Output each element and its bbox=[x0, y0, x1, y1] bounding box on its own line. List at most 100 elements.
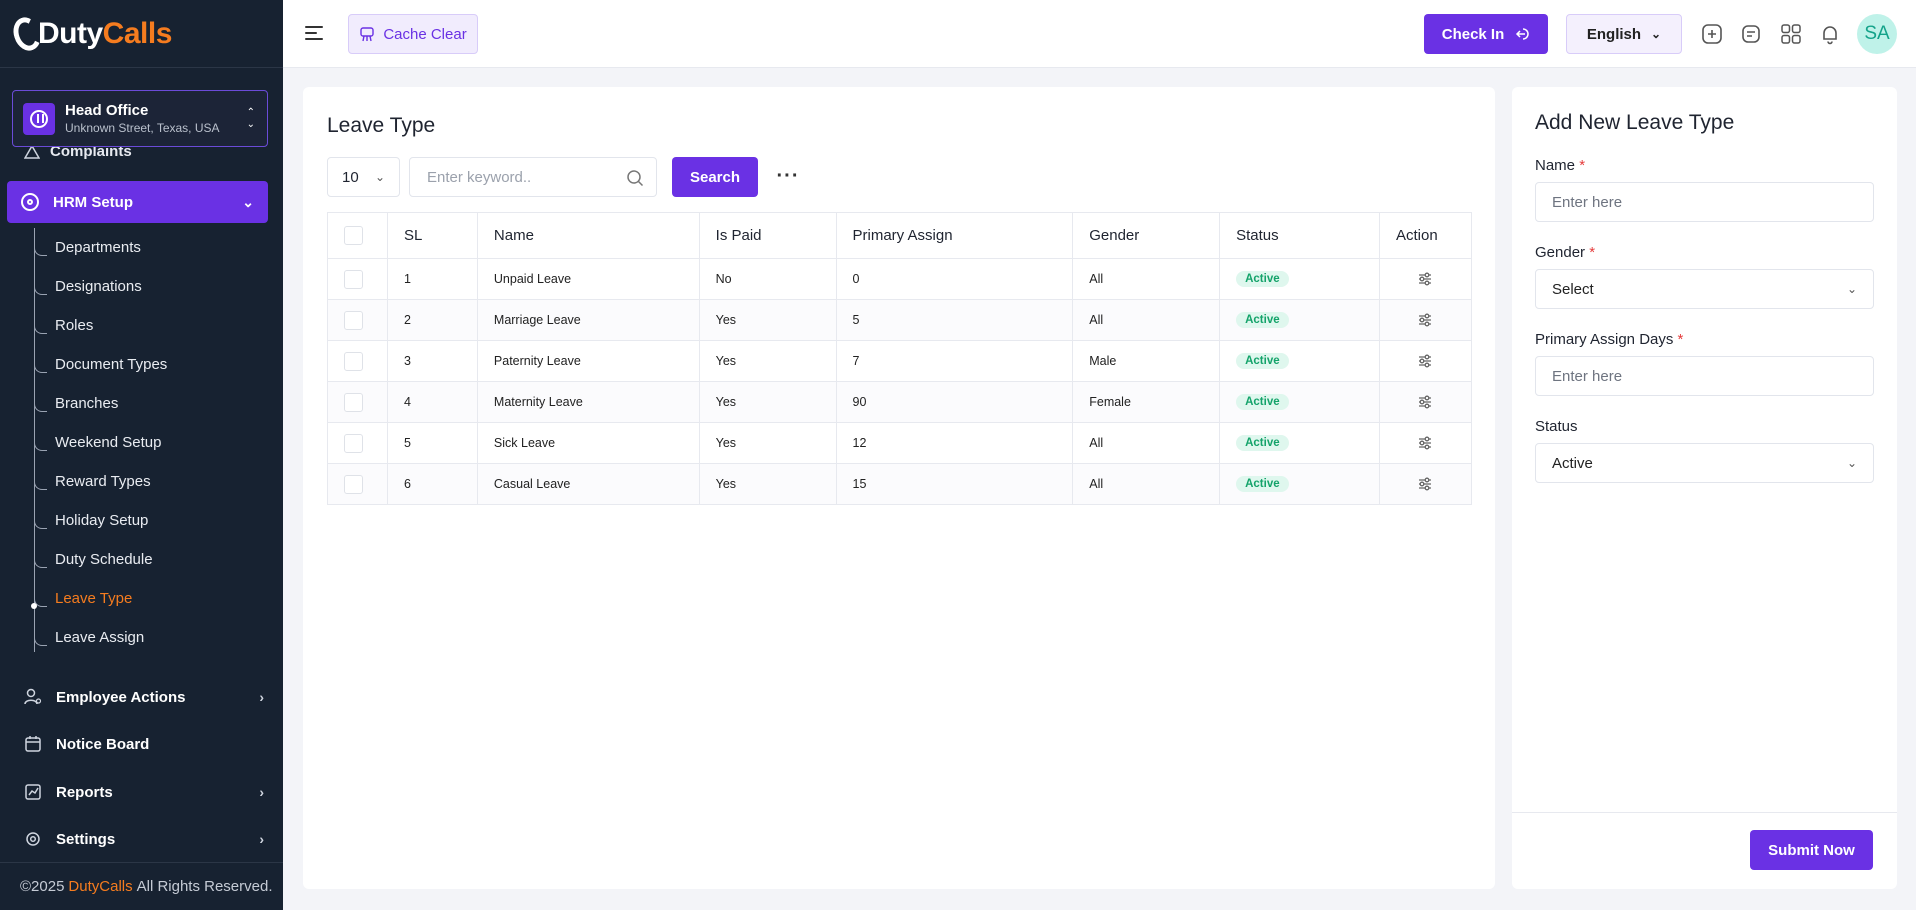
cell-is-paid: Yes bbox=[698, 381, 837, 423]
sidebar-item-reports[interactable]: Reports › bbox=[24, 777, 264, 807]
branch-title: Head Office bbox=[65, 101, 149, 119]
cell-name: Maternity Leave bbox=[476, 381, 700, 423]
table-row: 2 Marriage Leave Yes 5 All Active bbox=[327, 299, 1473, 341]
cell-gender: All bbox=[1072, 463, 1221, 505]
sidebar-item-label: Notice Board bbox=[56, 735, 150, 753]
submenu-item-leave-assign[interactable]: Leave Assign bbox=[34, 618, 274, 657]
submenu-item-document-types[interactable]: Document Types bbox=[34, 345, 274, 384]
check-in-button[interactable]: Check In bbox=[1424, 14, 1548, 54]
sidebar-item-notice-board[interactable]: Notice Board bbox=[24, 729, 264, 759]
row-actions-icon[interactable] bbox=[1396, 394, 1455, 410]
form-title: Add New Leave Type bbox=[1535, 111, 1735, 134]
submenu-item-branches[interactable]: Branches bbox=[34, 384, 274, 423]
cell-primary-assign: 15 bbox=[835, 463, 1074, 505]
gender-label: Gender * bbox=[1535, 244, 1596, 261]
row-checkbox[interactable] bbox=[344, 351, 363, 371]
row-actions-icon[interactable] bbox=[1396, 271, 1455, 287]
select-all-cell bbox=[327, 212, 388, 259]
logo-text-duty: Duty bbox=[38, 16, 103, 50]
name-label: Name * bbox=[1535, 157, 1586, 174]
broom-icon bbox=[360, 27, 375, 42]
cell-is-paid: Yes bbox=[698, 340, 837, 382]
topbar: Cache Clear Check In English ⌄ SA bbox=[283, 0, 1916, 68]
cell-gender: All bbox=[1072, 422, 1221, 464]
row-checkbox[interactable] bbox=[344, 474, 363, 494]
user-avatar[interactable]: SA bbox=[1857, 14, 1897, 54]
plus-square-icon[interactable] bbox=[1700, 22, 1724, 46]
cell-is-paid: Yes bbox=[698, 299, 837, 341]
cell-gender: Male bbox=[1072, 340, 1221, 382]
cache-clear-button[interactable]: Cache Clear bbox=[348, 14, 478, 54]
bell-icon[interactable] bbox=[1818, 22, 1842, 46]
select-all-checkbox[interactable] bbox=[344, 226, 363, 245]
divider bbox=[1512, 812, 1897, 813]
chevron-down-icon: ⌄ bbox=[242, 193, 254, 210]
submenu-item-departments[interactable]: Departments bbox=[34, 228, 274, 267]
notes-icon[interactable] bbox=[1739, 22, 1763, 46]
submenu-item-leave-type[interactable]: Leave Type bbox=[31, 579, 274, 618]
name-input[interactable] bbox=[1536, 183, 1873, 221]
status-badge: Active bbox=[1236, 476, 1289, 492]
submenu-item-holiday-setup[interactable]: Holiday Setup bbox=[34, 501, 274, 540]
primary-assign-days-input[interactable] bbox=[1536, 357, 1873, 395]
calendar-icon bbox=[24, 735, 42, 753]
column-header-status[interactable]: Status bbox=[1219, 212, 1380, 259]
table-row: 3 Paternity Leave Yes 7 Male Active bbox=[327, 340, 1473, 382]
column-header-is-paid[interactable]: Is Paid bbox=[698, 212, 837, 259]
cell-name: Unpaid Leave bbox=[476, 258, 700, 300]
submenu-item-roles[interactable]: Roles bbox=[34, 306, 274, 345]
row-actions-icon[interactable] bbox=[1396, 435, 1455, 451]
table-row: 5 Sick Leave Yes 12 All Active bbox=[327, 422, 1473, 464]
row-actions-icon[interactable] bbox=[1396, 353, 1455, 369]
sidebar-item-settings[interactable]: Settings › bbox=[24, 824, 264, 854]
page-title: Leave Type bbox=[327, 114, 436, 137]
sidebar-item-hrm-setup[interactable]: HRM Setup ⌄ bbox=[7, 181, 268, 223]
submit-button[interactable]: Submit Now bbox=[1750, 830, 1873, 870]
sidebar-item-complaints[interactable]: Complaints bbox=[24, 143, 132, 160]
footer-copyright: ©2025 DutyCalls All Rights Reserved. bbox=[0, 862, 283, 910]
submenu-item-duty-schedule[interactable]: Duty Schedule bbox=[34, 540, 274, 579]
chevron-down-icon: ⌄ bbox=[374, 170, 385, 184]
apps-grid-icon[interactable] bbox=[1779, 22, 1803, 46]
submenu-item-designations[interactable]: Designations bbox=[34, 267, 274, 306]
column-header-name[interactable]: Name bbox=[476, 212, 700, 259]
cell-sl: 2 bbox=[386, 299, 478, 341]
sidebar-item-label: HRM Setup bbox=[53, 193, 133, 211]
cell-gender: All bbox=[1072, 299, 1221, 341]
column-header-sl[interactable]: SL bbox=[386, 212, 478, 259]
status-select[interactable]: Active ⌄ bbox=[1535, 443, 1874, 483]
search-button[interactable]: Search bbox=[672, 157, 758, 197]
cell-is-paid: Yes bbox=[698, 463, 837, 505]
row-checkbox[interactable] bbox=[344, 269, 363, 289]
row-actions-icon[interactable] bbox=[1396, 476, 1455, 492]
logo[interactable]: DutyCalls bbox=[0, 0, 283, 68]
user-cog-icon bbox=[24, 688, 42, 706]
row-checkbox[interactable] bbox=[344, 433, 363, 453]
language-select[interactable]: English ⌄ bbox=[1566, 14, 1682, 54]
branch-switcher[interactable]: Head Office Unknown Street, Texas, USA ⌃… bbox=[12, 90, 268, 147]
row-checkbox[interactable] bbox=[344, 392, 363, 412]
sidebar-item-employee-actions[interactable]: Employee Actions › bbox=[24, 682, 264, 712]
cell-sl: 3 bbox=[386, 340, 478, 382]
search-input[interactable] bbox=[410, 158, 656, 196]
gender-select[interactable]: Select ⌄ bbox=[1535, 269, 1874, 309]
cell-primary-assign: 0 bbox=[835, 258, 1074, 300]
hrm-setup-submenu: Departments Designations Roles Document … bbox=[31, 228, 274, 657]
cell-primary-assign: 5 bbox=[835, 299, 1074, 341]
required-mark: * bbox=[1579, 157, 1586, 174]
row-actions-icon[interactable] bbox=[1396, 312, 1455, 328]
submenu-item-weekend-setup[interactable]: Weekend Setup bbox=[34, 423, 274, 462]
per-page-select[interactable]: 10 ⌄ bbox=[327, 157, 400, 197]
cell-sl: 5 bbox=[386, 422, 478, 464]
cell-primary-assign: 7 bbox=[835, 340, 1074, 382]
status-badge: Active bbox=[1236, 435, 1289, 451]
branch-icon bbox=[23, 102, 55, 135]
primary-assign-days-label: Primary Assign Days * bbox=[1535, 331, 1684, 348]
row-checkbox[interactable] bbox=[344, 310, 363, 330]
column-header-gender[interactable]: Gender bbox=[1072, 212, 1221, 259]
menu-toggle-icon[interactable] bbox=[305, 26, 323, 44]
column-header-primary-assign[interactable]: Primary Assign bbox=[835, 212, 1074, 259]
more-options-icon[interactable]: ··· bbox=[776, 164, 800, 187]
footer-brand-link[interactable]: DutyCalls bbox=[68, 878, 133, 895]
submenu-item-reward-types[interactable]: Reward Types bbox=[34, 462, 274, 501]
